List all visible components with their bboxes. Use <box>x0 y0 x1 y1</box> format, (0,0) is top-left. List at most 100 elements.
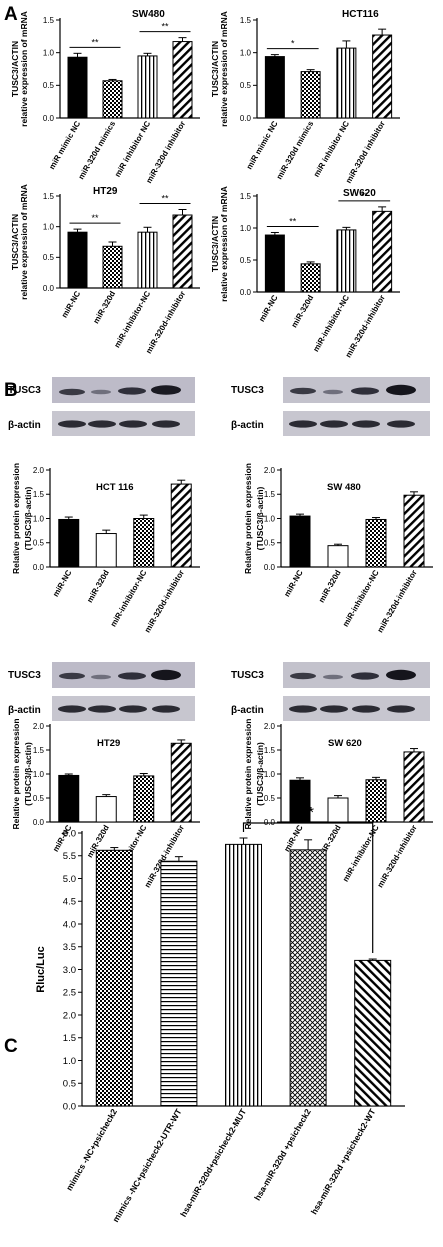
y-tick-label: 2.0 <box>33 466 45 475</box>
blot-sw480-actin <box>283 411 430 436</box>
x-category-label: miR inhibitor NC <box>113 119 152 178</box>
x-category-label: miR-NC <box>282 568 305 598</box>
bar <box>365 779 387 823</box>
y-tick-label: 0.0 <box>240 114 252 123</box>
bar <box>172 41 193 119</box>
x-category-label: miR-NC <box>51 568 74 598</box>
x-category-label: miR-inhibitor-NC <box>112 289 152 349</box>
y-tick-label: 2.0 <box>264 722 276 731</box>
blot-sw620-actin <box>283 696 430 721</box>
panel-label-b: B <box>4 380 18 401</box>
x-category-label: miR mimic NC <box>245 119 280 171</box>
bar <box>372 210 393 293</box>
blot-label-tusc3: TUSC3 <box>231 670 264 681</box>
y-axis-label: Relative protein expression <box>11 718 21 829</box>
x-category-label: miR-inhibitor-NC <box>341 823 381 883</box>
x-category-label: miR mimic NC <box>47 119 82 171</box>
y-axis-label: relative expression of mRNA <box>219 11 229 127</box>
blot-label-actin: β-actin <box>231 705 264 716</box>
x-category-label: miR-NC <box>282 823 305 853</box>
bar <box>170 483 192 568</box>
x-category-label: miR-320d-inhibitor <box>143 569 186 635</box>
y-tick-label: 2.0 <box>63 1010 76 1021</box>
y-axis-label: TUSC3/ACTIN <box>10 41 20 97</box>
y-tick-label: 1.5 <box>43 192 55 201</box>
chart-title: SW620 <box>343 188 376 199</box>
y-tick-label: 0.5 <box>33 794 45 803</box>
x-category-label: miR-320d inhibitor <box>144 120 187 185</box>
x-category-label: hsa-miR-320d +psicheck2-WT <box>309 1106 378 1216</box>
significance-label: ** <box>302 804 314 821</box>
bar <box>95 796 117 823</box>
y-axis-label: (TUSC3/β-actin) <box>255 742 265 806</box>
y-tick-label: 1.5 <box>240 16 252 25</box>
y-tick-label: 1.0 <box>240 224 252 233</box>
panel-label-a: A <box>4 4 18 25</box>
blot-label-actin: β-actin <box>8 420 41 431</box>
blot-ht29-actin <box>52 696 195 721</box>
x-category-label: mimics -NC+psicheck2-UTR-WT <box>110 1106 184 1224</box>
y-tick-label: 0.0 <box>63 1101 76 1112</box>
y-tick-label: 0.5 <box>240 81 252 90</box>
y-axis-label: TUSC3/ACTIN <box>210 216 220 272</box>
chart-title: HCT116 <box>342 9 379 20</box>
y-axis-label: relative expression of mRNA <box>19 184 29 300</box>
y-tick-label: 1.5 <box>43 16 55 25</box>
bar <box>137 55 158 119</box>
bar <box>372 34 393 119</box>
y-tick-label: 0.5 <box>264 794 276 803</box>
bar <box>225 843 262 1107</box>
blot-hct116-actin <box>52 411 195 436</box>
significance-label: ** <box>91 213 99 223</box>
blot-sw620-tusc3 <box>283 662 430 688</box>
bar <box>58 518 80 568</box>
bar <box>365 518 387 568</box>
x-category-label: hsa-miR-320d +psicheck2 <box>252 1107 313 1202</box>
bar <box>67 56 88 119</box>
bar <box>300 263 321 293</box>
significance-label: ** <box>161 193 169 203</box>
significance-bracket <box>242 822 374 954</box>
bar <box>102 245 123 289</box>
y-tick-label: 2.5 <box>63 988 76 999</box>
bar <box>264 234 285 293</box>
x-category-label: miR-inhibitor-NC <box>341 568 381 628</box>
x-category-label: miR-NC <box>257 293 280 323</box>
bar <box>403 494 425 568</box>
y-axis-label: relative expression of mRNA <box>19 11 29 127</box>
significance-label: ** <box>289 216 297 226</box>
y-tick-label: 1.0 <box>264 514 276 523</box>
y-tick-label: 0.0 <box>33 563 45 572</box>
y-tick-label: 1.5 <box>33 746 45 755</box>
y-tick-label: 0.0 <box>264 818 276 827</box>
y-axis-label: Relative protein expression <box>243 463 253 574</box>
bar <box>336 229 357 293</box>
chart-title: HCT 116 <box>96 482 134 493</box>
bar <box>95 533 117 568</box>
bar <box>327 797 349 823</box>
bar <box>172 214 193 289</box>
y-axis-label: Rluc/Luc <box>35 946 47 992</box>
x-category-label: miR-320d mimics <box>77 119 118 181</box>
blot-label-tusc3: TUSC3 <box>8 385 41 396</box>
y-tick-label: 0.5 <box>240 256 252 265</box>
blot-label-actin: β-actin <box>231 420 264 431</box>
y-tick-label: 4.5 <box>63 897 76 908</box>
x-category-label: mimics -NC+psicheck2 <box>64 1107 119 1193</box>
bar <box>95 849 133 1107</box>
y-tick-label: 2.0 <box>33 722 45 731</box>
x-category-label: miR-320d-inhibitor <box>376 824 419 890</box>
chart-title: HT29 <box>93 186 118 197</box>
bar <box>289 849 327 1107</box>
x-category-label: miR-inhibitor-NC <box>311 293 351 353</box>
y-tick-label: 2.0 <box>264 466 276 475</box>
y-tick-label: 1.0 <box>63 1056 76 1067</box>
y-tick-label: 0.5 <box>63 1079 76 1090</box>
bar <box>336 47 357 119</box>
y-tick-label: 3.0 <box>63 965 76 976</box>
bar <box>354 959 392 1107</box>
significance-label: ** <box>161 22 169 32</box>
blot-label-tusc3: TUSC3 <box>8 670 41 681</box>
y-tick-label: 1.0 <box>240 48 252 57</box>
